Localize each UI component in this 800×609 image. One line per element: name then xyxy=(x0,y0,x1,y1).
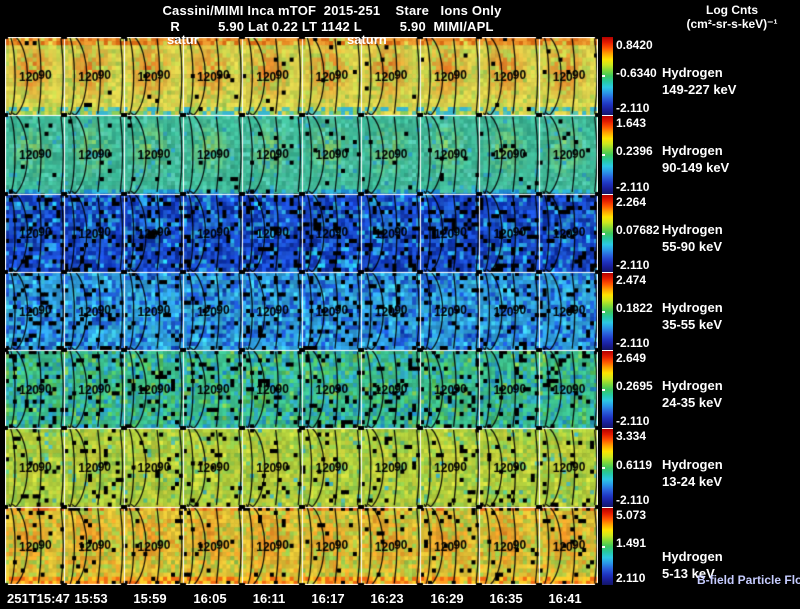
scale-mid-label: 1.491 xyxy=(616,536,647,550)
scale-mid-label: 0.1822 xyxy=(616,301,653,315)
time-tick-label: 16:23 xyxy=(370,591,404,606)
colorbar-segment xyxy=(602,115,613,194)
scale-max-label: 2.649 xyxy=(616,351,647,365)
scale-max-label: 5.073 xyxy=(616,508,647,522)
species-label: Hydrogen xyxy=(662,378,723,393)
scale-min-label: -2.110 xyxy=(616,258,650,272)
scale-min-label: -2.110 xyxy=(616,101,650,115)
time-tick-label: 15:59 xyxy=(133,591,167,606)
energy-range-label: 13-24 keV xyxy=(662,474,722,489)
colorbar-title: Log Cnts (cm²-sr-s-keV)⁻¹ xyxy=(664,3,800,31)
energy-band-label: Hydrogen 35-55 keV xyxy=(662,299,723,333)
scale-mid-label: 0.6119 xyxy=(616,458,653,472)
colorbar-mid-tick xyxy=(602,75,605,77)
time-tick-label: 15:53 xyxy=(74,591,108,606)
colorbar-segment xyxy=(602,507,613,585)
energy-range-label: 35-55 keV xyxy=(662,317,722,332)
colorbar-mid-tick xyxy=(602,467,605,469)
energy-range-label: 5-13 keV xyxy=(662,566,715,581)
colorbar-segment xyxy=(602,350,613,428)
colorbar-segment xyxy=(602,428,613,507)
sky-map-grid xyxy=(5,37,598,585)
energy-band-label: Hydrogen 90-149 keV xyxy=(662,142,729,176)
energy-band-label: Hydrogen 55-90 keV xyxy=(662,221,723,255)
time-tick-label: 16:05 xyxy=(193,591,227,606)
time-tick-label: 16:11 xyxy=(252,591,286,606)
colorbar-mid-tick xyxy=(602,232,605,235)
time-tick-label: 16:35 xyxy=(489,591,523,606)
bfield-particle-flow-note: B-field Particle Flow xyxy=(697,573,800,587)
scale-min-label: -2.110 xyxy=(616,336,650,350)
species-label: Hydrogen xyxy=(662,143,723,158)
scale-mid-label: 0.07682 xyxy=(616,223,660,237)
scale-min-label: -2.110 xyxy=(616,414,650,428)
species-label: Hydrogen xyxy=(662,457,723,472)
energy-band-label: Hydrogen 13-24 keV xyxy=(662,456,723,490)
time-tick-label: 16:17 xyxy=(311,591,345,606)
scale-min-label: -2.110 xyxy=(616,493,650,507)
scale-max-label: 2.264 xyxy=(616,195,647,209)
scale-mid-label: -0.6340 xyxy=(616,66,657,80)
energy-band-label: Hydrogen 24-35 keV xyxy=(662,377,723,411)
species-label: Hydrogen xyxy=(662,222,723,237)
colorbar-segment xyxy=(602,37,613,115)
page-title: Cassini/MIMI Inca mTOF 2015-251 Stare Io… xyxy=(162,3,502,18)
scale-max-label: 1.643 xyxy=(616,116,647,130)
scale-max-label: 2.474 xyxy=(616,273,647,287)
energy-range-label: 55-90 keV xyxy=(662,239,722,254)
time-tick-label: 251T15:47 xyxy=(7,591,70,606)
saturn-position-label: saturn xyxy=(347,32,387,47)
energy-band-label: Hydrogen 5-13 keV xyxy=(662,548,723,582)
scale-max-label: 0.8420 xyxy=(616,38,653,52)
scale-mid-label: 0.2396 xyxy=(616,144,653,158)
colorbar-mid-tick xyxy=(602,154,605,156)
colorbar-mid-tick xyxy=(602,545,605,548)
energy-band-label: Hydrogen 149-227 keV xyxy=(662,64,736,98)
energy-range-label: 149-227 keV xyxy=(662,82,737,97)
scale-min-label: -2.110 xyxy=(616,180,650,194)
colorbar-segment xyxy=(602,194,613,272)
colorbar-title-line1: Log Cnts xyxy=(706,3,758,17)
colorbar xyxy=(602,37,613,585)
species-label: Hydrogen xyxy=(662,300,723,315)
time-tick-label: 16:41 xyxy=(548,591,582,606)
species-label: Hydrogen xyxy=(662,549,723,564)
scale-mid-label: 0.2695 xyxy=(616,379,653,393)
pointing-subtitle: R 5.90 Lat 0.22 LT 1142 L 5.90 MIMI/APL xyxy=(170,19,494,34)
colorbar-segment xyxy=(602,272,613,350)
saturn-position-label: satur xyxy=(167,32,199,47)
colorbar-mid-tick xyxy=(602,388,605,391)
scale-min-label: 2.110 xyxy=(616,571,646,585)
species-label: Hydrogen xyxy=(662,65,723,80)
scale-max-label: 3.334 xyxy=(616,429,647,443)
time-tick-label: 16:29 xyxy=(430,591,464,606)
energy-range-label: 24-35 keV xyxy=(662,395,722,410)
colorbar-mid-tick xyxy=(602,310,605,313)
colorbar-title-line2: (cm²-sr-s-keV)⁻¹ xyxy=(686,17,778,31)
energy-range-label: 90-149 keV xyxy=(662,160,730,175)
